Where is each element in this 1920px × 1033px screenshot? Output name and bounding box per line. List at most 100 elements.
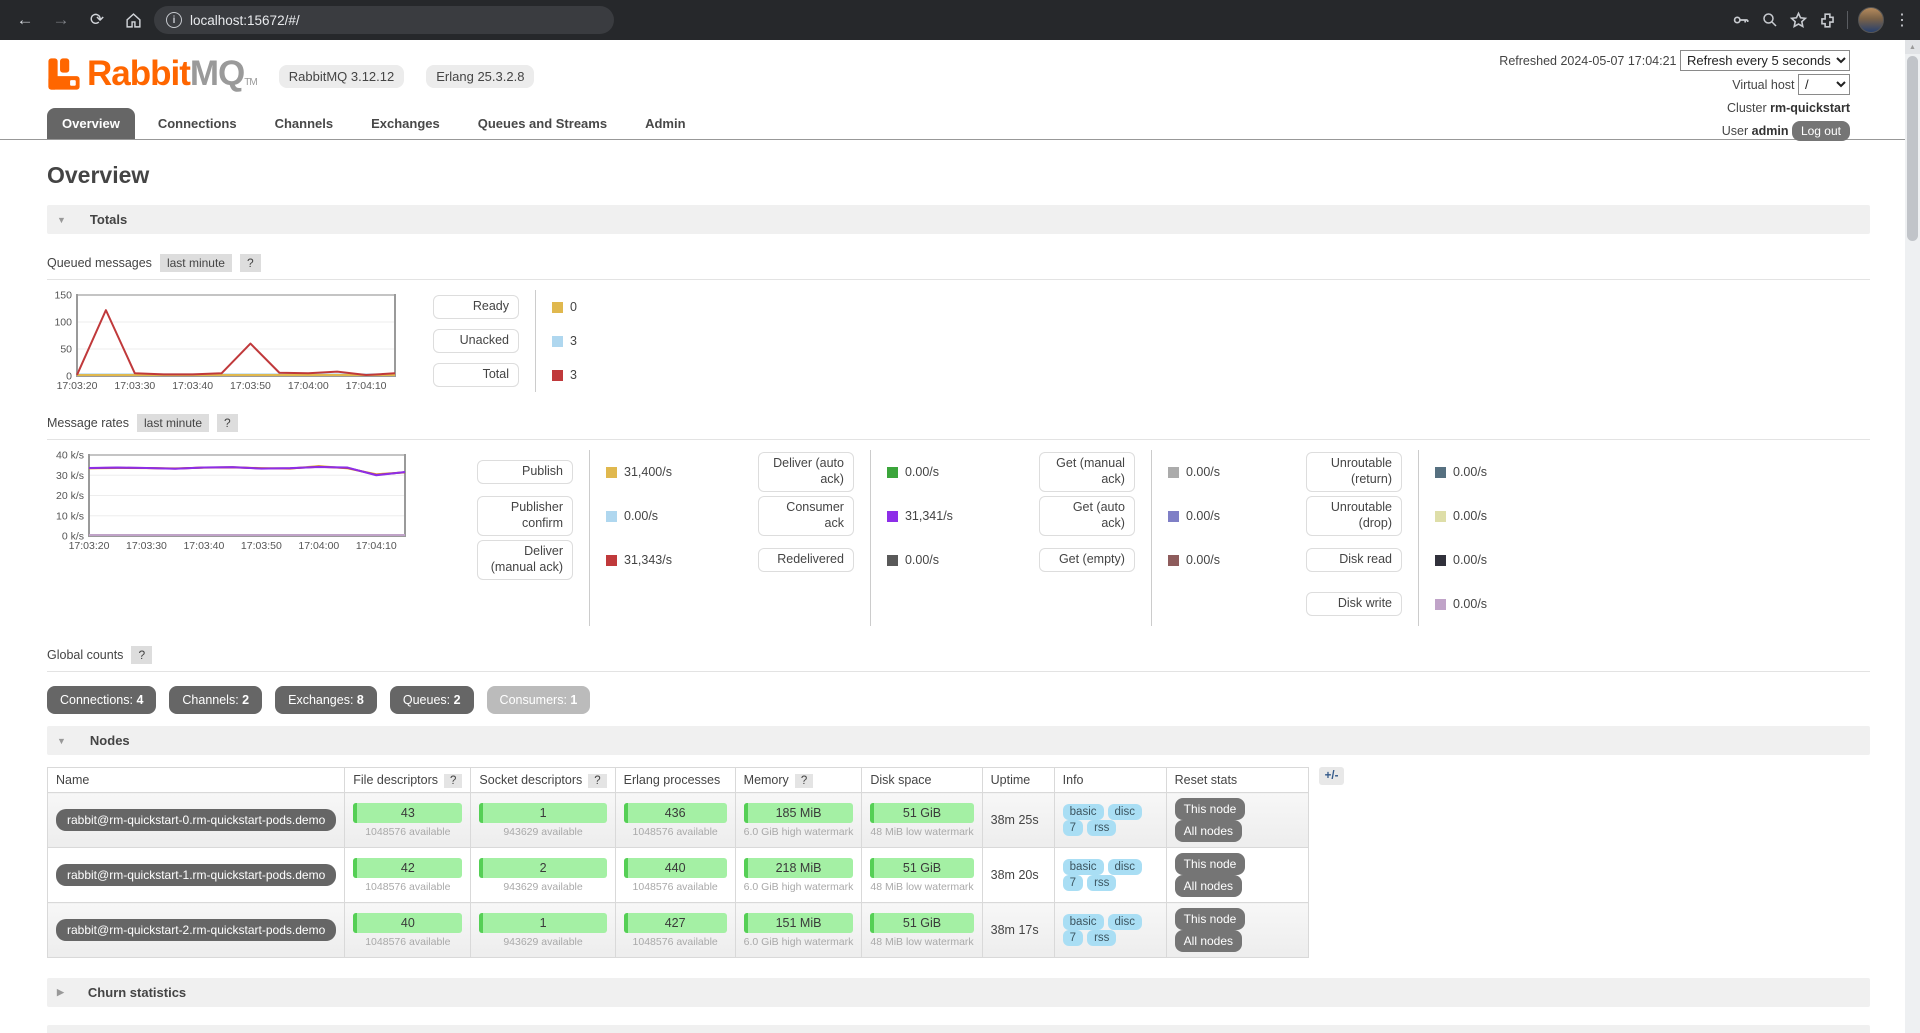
legend-label-unacked[interactable]: Unacked xyxy=(433,329,519,353)
reset-this-node-button[interactable]: This node xyxy=(1174,908,1246,930)
legend-swatch xyxy=(1435,598,1446,610)
app-header: RabbitMQTM RabbitMQ 3.12.12 Erlang 25.3.… xyxy=(0,40,1920,141)
tab-queues-and-streams[interactable]: Queues and Streams xyxy=(477,116,608,131)
legend-value: 0.00/s xyxy=(904,465,940,479)
legend-value: 31,341/s xyxy=(904,509,953,523)
legend-label-get-empty-[interactable]: Get (empty) xyxy=(1038,548,1135,572)
metric-bar: 2 xyxy=(479,857,607,878)
page-scrollbar[interactable]: ▲ xyxy=(1905,40,1920,1033)
rates-help-icon[interactable]: ? xyxy=(217,414,238,432)
legend-label-get-auto-ack-[interactable]: Get (auto ack) xyxy=(1038,496,1135,536)
cluster-name: rm-quickstart xyxy=(1770,101,1850,115)
queued-help-icon[interactable]: ? xyxy=(239,254,261,272)
info-badge-basic: basic xyxy=(1062,804,1104,820)
password-key-icon[interactable] xyxy=(1731,10,1751,30)
legend-label-ready[interactable]: Ready xyxy=(433,295,519,319)
legend-label-disk-read[interactable]: Disk read xyxy=(1306,548,1402,572)
count-button-channels[interactable]: Channels: 2 xyxy=(169,686,263,714)
rabbitmq-logo-icon xyxy=(48,58,80,90)
rabbitmq-logo[interactable]: RabbitMQTM xyxy=(47,54,258,94)
legend-label-total[interactable]: Total xyxy=(433,363,519,387)
metric-bar: 51 GiB xyxy=(870,802,974,823)
reset-all-nodes-button[interactable]: All nodes xyxy=(1174,875,1243,897)
section-nodes[interactable]: ▼ Nodes xyxy=(47,726,1870,755)
svg-text:17:03:40: 17:03:40 xyxy=(172,380,213,392)
legend-label-unroutable-drop-[interactable]: Unroutable (drop) xyxy=(1306,496,1402,536)
bookmark-star-icon[interactable] xyxy=(1789,10,1808,30)
legend-value: 3 xyxy=(570,368,577,382)
count-button-connections[interactable]: Connections: 4 xyxy=(47,686,157,714)
metric-cell: 436 1048576 available xyxy=(614,792,736,848)
rates-range-chip[interactable]: last minute xyxy=(136,414,210,432)
metric-cell: 42 1048576 available xyxy=(344,847,472,903)
home-icon[interactable] xyxy=(118,5,148,35)
info-badge-basic: basic xyxy=(1062,859,1104,875)
legend-label-deliver-auto-ack-[interactable]: Deliver (auto ack) xyxy=(757,452,854,492)
url-bar[interactable]: i localhost:15672/#/ xyxy=(154,6,614,34)
uptime-cell: 38m 25s xyxy=(981,792,1055,848)
legend-label-disk-write[interactable]: Disk write xyxy=(1306,592,1402,616)
back-icon[interactable]: ← xyxy=(16,10,34,29)
legend-swatch xyxy=(886,510,898,522)
section-totals[interactable]: ▼ Totals xyxy=(47,205,1870,234)
legend-label-unroutable-return-[interactable]: Unroutable (return) xyxy=(1306,452,1402,492)
legend-label-deliver-manual-ack-[interactable]: Deliver (manual ack) xyxy=(477,540,573,580)
tab-admin[interactable]: Admin xyxy=(645,116,686,131)
erlang-version-badge: Erlang 25.3.2.8 xyxy=(426,65,535,88)
metric-subtext: 48 MiB low watermark xyxy=(870,880,974,893)
legend-swatch xyxy=(552,301,563,313)
reset-all-nodes-button[interactable]: All nodes xyxy=(1174,820,1243,842)
svg-text:150: 150 xyxy=(54,290,72,302)
forward-icon[interactable]: → xyxy=(52,10,70,29)
global-counts-help-icon[interactable]: ? xyxy=(131,646,153,664)
reset-this-node-button[interactable]: This node xyxy=(1174,853,1246,875)
svg-text:17:04:10: 17:04:10 xyxy=(356,540,397,552)
help-icon[interactable]: ? xyxy=(444,774,463,788)
queued-messages-title: Queued messages xyxy=(47,256,152,270)
tab-overview[interactable]: Overview xyxy=(47,108,135,139)
site-info-icon[interactable]: i xyxy=(166,12,182,28)
legend-label-publisher-confirm[interactable]: Publisher confirm xyxy=(477,496,573,536)
metric-cell: 51 GiB 48 MiB low watermark xyxy=(861,792,983,848)
legend-value: 0.00/s xyxy=(1453,553,1488,567)
column-selector-toggle[interactable]: +/- xyxy=(1318,767,1345,785)
metric-cell: 40 1048576 available xyxy=(344,902,472,958)
tab-channels[interactable]: Channels xyxy=(274,116,334,131)
metric-cell: 440 1048576 available xyxy=(614,847,736,903)
browser-menu-icon[interactable]: ⋮ xyxy=(1894,12,1910,29)
count-button-queues[interactable]: Queues: 2 xyxy=(389,686,474,714)
info-badge-disc: disc xyxy=(1107,804,1142,820)
tab-exchanges[interactable]: Exchanges xyxy=(371,116,440,131)
profile-avatar[interactable] xyxy=(1858,7,1884,33)
refresh-interval-select[interactable]: Refresh every 5 seconds xyxy=(1680,50,1850,71)
tab-connections[interactable]: Connections xyxy=(157,116,237,131)
legend-label-consumer-ack[interactable]: Consumer ack xyxy=(757,496,854,536)
global-counts-title: Global counts xyxy=(47,648,124,662)
scroll-up-arrow[interactable]: ▲ xyxy=(1905,40,1920,54)
legend-label-get-manual-ack-[interactable]: Get (manual ack) xyxy=(1038,452,1135,492)
metric-bar: 40 xyxy=(353,912,463,933)
uptime-cell: 38m 17s xyxy=(981,902,1055,958)
queued-range-chip[interactable]: last minute xyxy=(159,254,232,272)
section-churn[interactable]: ▶ Churn statistics xyxy=(47,978,1870,1007)
metric-bar: 51 GiB xyxy=(870,857,974,878)
section-ports[interactable]: ▼ Ports and contexts xyxy=(47,1025,1870,1033)
legend-label-publish[interactable]: Publish xyxy=(477,460,573,484)
virtual-host-select[interactable]: / xyxy=(1798,74,1850,95)
nodes-table: Name File descriptors? Socket descriptors?… xyxy=(46,767,1309,958)
reset-this-node-button[interactable]: This node xyxy=(1174,798,1246,820)
legend-label-redelivered[interactable]: Redelivered xyxy=(757,548,854,572)
search-icon[interactable] xyxy=(1761,11,1779,29)
count-button-exchanges[interactable]: Exchanges: 8 xyxy=(275,686,377,714)
metric-bar: 436 xyxy=(623,802,727,823)
metric-subtext: 1048576 available xyxy=(632,825,718,838)
legend-value: 0.00/s xyxy=(1453,597,1488,611)
extensions-icon[interactable] xyxy=(1818,11,1837,30)
legend-swatch xyxy=(606,554,617,566)
help-icon[interactable]: ? xyxy=(588,774,607,788)
logout-button[interactable]: Log out xyxy=(1791,121,1850,141)
help-icon[interactable]: ? xyxy=(794,774,814,788)
reload-icon[interactable]: ⟳ xyxy=(89,10,105,29)
scrollbar-thumb[interactable] xyxy=(1907,56,1918,241)
reset-all-nodes-button[interactable]: All nodes xyxy=(1174,930,1243,952)
